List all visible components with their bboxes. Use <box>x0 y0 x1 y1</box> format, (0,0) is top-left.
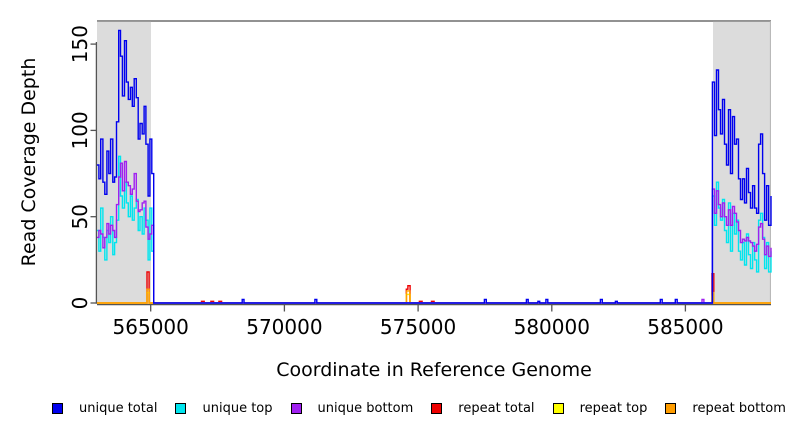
unique-bottom-swatch-icon <box>290 402 302 414</box>
x-tick-label: 570000 <box>246 315 322 339</box>
legend-label: unique top <box>202 400 273 416</box>
x-tick-labels: 565000 570000 575000 580000 585000 <box>113 315 724 339</box>
unique-top-swatch-icon <box>175 402 187 414</box>
y-axis-title: Read Coverage Depth <box>18 58 40 267</box>
x-tick-label: 580000 <box>514 315 590 339</box>
legend-label: unique total <box>79 400 158 416</box>
legend-item-repeat-top: repeat top <box>552 400 648 416</box>
legend-label: repeat total <box>458 400 535 416</box>
y-tick-labels: 0 50 100 150 <box>68 25 92 309</box>
y-tick-label: 0 <box>68 297 92 310</box>
legend-label: repeat top <box>579 400 648 416</box>
highlight-bands <box>97 21 771 306</box>
legend-item-unique-top: unique top <box>175 400 273 416</box>
unique-total-swatch-icon <box>52 402 63 414</box>
repeat-top-swatch-icon <box>552 402 564 414</box>
legend-item-repeat-bottom: repeat bottom <box>665 401 786 416</box>
series-unique-total <box>97 29 772 304</box>
y-tick-label: 50 <box>68 204 92 229</box>
series-lines <box>97 29 772 304</box>
x-tick-label: 575000 <box>380 315 456 339</box>
series-unique-bottom <box>97 160 772 304</box>
y-tick-label: 100 <box>68 111 92 149</box>
x-tick-label: 585000 <box>647 315 723 339</box>
legend-label: repeat bottom <box>692 400 786 416</box>
series-unique-top <box>97 155 772 304</box>
x-axis-title: Coordinate in Reference Genome <box>276 359 592 381</box>
chart-legend: unique total unique top unique bottom re… <box>52 397 786 419</box>
repeat-total-swatch-icon <box>431 402 443 414</box>
legend-item-repeat-total: repeat total <box>431 400 535 416</box>
repeat-bottom-swatch-icon <box>665 402 677 414</box>
legend-label: unique bottom <box>317 400 414 416</box>
legend-item-unique-bottom: unique bottom <box>290 400 414 416</box>
y-tick-label: 150 <box>68 25 92 63</box>
legend-item-unique-total: unique total <box>52 401 157 416</box>
series-repeat-total <box>97 271 771 304</box>
x-axis <box>97 303 771 312</box>
x-tick-label: 565000 <box>113 315 189 339</box>
y-axis <box>90 42 98 304</box>
series-repeat-bottom <box>97 288 771 304</box>
